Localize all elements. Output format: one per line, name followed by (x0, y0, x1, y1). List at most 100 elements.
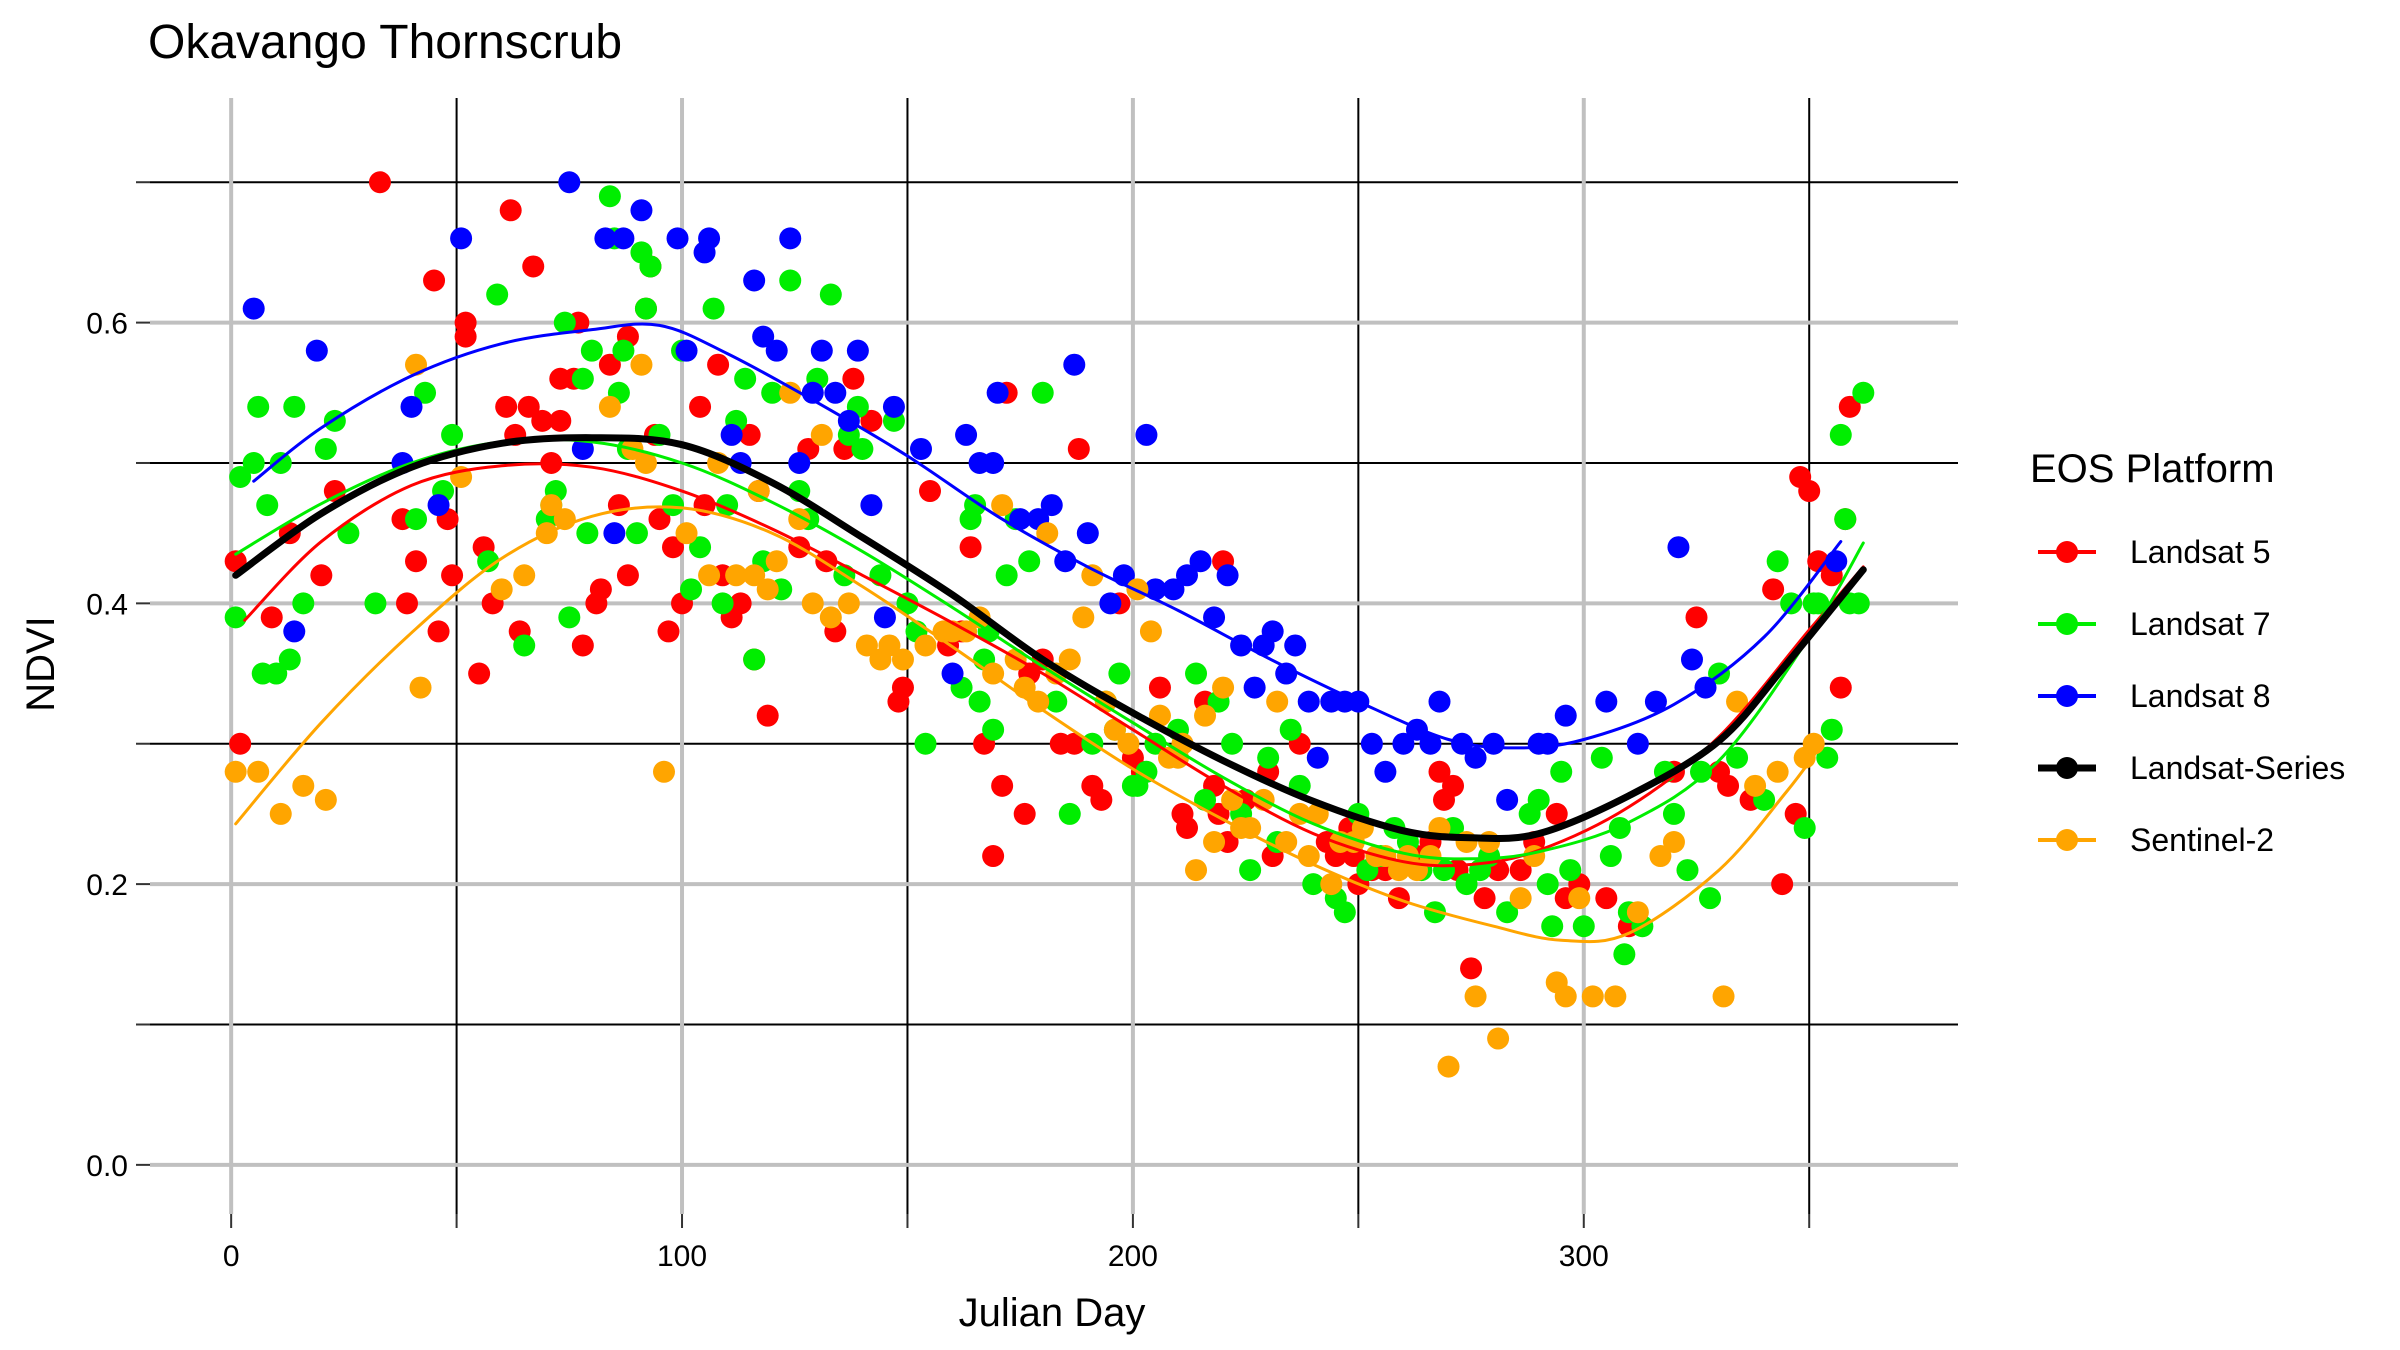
point-landsat-8 (1063, 353, 1086, 376)
legend-label: Landsat 5 (2130, 534, 2271, 570)
point-sentinel-2 (1712, 985, 1735, 1008)
x-axis-label: Julian Day (959, 1291, 1146, 1335)
point-landsat-8 (986, 381, 1009, 404)
point-landsat-5 (571, 634, 594, 657)
point-sentinel-2 (1266, 690, 1289, 713)
point-landsat-7 (1496, 901, 1519, 924)
point-landsat-7 (1793, 816, 1816, 839)
point-landsat-7 (1239, 859, 1262, 882)
point-sentinel-2 (490, 578, 513, 601)
point-landsat-7 (1807, 592, 1830, 615)
point-sentinel-2 (1027, 690, 1050, 713)
point-landsat-8 (810, 339, 833, 362)
point-landsat-8 (305, 339, 328, 362)
point-landsat-5 (1829, 676, 1852, 699)
point-sentinel-2 (630, 353, 653, 376)
point-landsat-8 (450, 227, 473, 250)
point-landsat-7 (486, 283, 509, 306)
point-sentinel-2 (1297, 845, 1320, 868)
point-landsat-8 (1825, 550, 1848, 573)
point-landsat-7 (1536, 873, 1559, 896)
point-landsat-7 (256, 494, 279, 517)
point-landsat-7 (1599, 845, 1622, 868)
point-landsat-5 (891, 676, 914, 699)
point-landsat-7 (1699, 887, 1722, 910)
point-landsat-7 (571, 367, 594, 390)
point-landsat-8 (779, 227, 802, 250)
point-sentinel-2 (1239, 816, 1262, 839)
point-landsat-7 (1185, 662, 1208, 685)
point-landsat-5 (441, 564, 464, 587)
point-sentinel-2 (991, 494, 1014, 517)
point-landsat-8 (955, 423, 978, 446)
point-sentinel-2 (891, 648, 914, 671)
point-landsat-7 (364, 592, 387, 615)
point-landsat-8 (558, 171, 581, 194)
point-landsat-8 (846, 339, 869, 362)
point-landsat-7 (851, 437, 874, 460)
legend-item-sentinel-2: Sentinel-2 (2038, 822, 2274, 858)
point-landsat-7 (743, 648, 766, 671)
point-landsat-7 (1279, 718, 1302, 741)
point-landsat-7 (1135, 760, 1158, 783)
point-sentinel-2 (779, 381, 802, 404)
point-landsat-8 (1360, 732, 1383, 755)
point-landsat-8 (1554, 704, 1577, 727)
point-landsat-7 (1820, 718, 1843, 741)
point-sentinel-2 (1726, 690, 1749, 713)
legend-key-marker (2056, 685, 2078, 707)
point-sentinel-2 (292, 774, 315, 797)
point-landsat-7 (229, 466, 252, 489)
point-landsat-7 (968, 690, 991, 713)
point-landsat-7 (1847, 592, 1870, 615)
point-landsat-7 (734, 367, 757, 390)
point-landsat-7 (265, 662, 288, 685)
point-sentinel-2 (1464, 985, 1487, 1008)
point-landsat-7 (337, 522, 360, 545)
point-landsat-5 (224, 550, 247, 573)
point-sentinel-2 (1568, 887, 1591, 910)
point-landsat-7 (1834, 508, 1857, 531)
point-landsat-5 (1798, 480, 1821, 503)
point-landsat-8 (1275, 662, 1298, 685)
point-landsat-5 (1176, 816, 1199, 839)
point-landsat-8 (788, 451, 811, 474)
point-sentinel-2 (698, 564, 721, 587)
legend: EOS Platform Landsat 5 Landsat 7 Landsat 8… (2030, 447, 2345, 858)
point-landsat-7 (1559, 859, 1582, 882)
point-landsat-8 (1176, 564, 1199, 587)
point-landsat-5 (982, 845, 1005, 868)
point-landsat-5 (495, 395, 518, 418)
point-landsat-8 (242, 297, 265, 320)
point-sentinel-2 (801, 592, 824, 615)
point-landsat-5 (738, 423, 761, 446)
x-tick-label: 300 (1559, 1240, 1609, 1273)
point-landsat-7 (1302, 873, 1325, 896)
point-landsat-5 (1067, 437, 1090, 460)
point-sentinel-2 (914, 634, 937, 657)
point-landsat-8 (1135, 423, 1158, 446)
point-landsat-5 (689, 395, 712, 418)
point-landsat-7 (1221, 732, 1244, 755)
point-landsat-7 (242, 451, 265, 474)
point-sentinel-2 (855, 634, 878, 657)
axes: 0 100 200 300 0.0 0.2 0.4 0.6 (86, 181, 1811, 1273)
curve-landsat-5 (243, 462, 1865, 868)
point-landsat-8 (1680, 648, 1703, 671)
point-landsat-5 (499, 199, 522, 222)
point-landsat-8 (1261, 620, 1284, 643)
point-landsat-8 (873, 606, 896, 629)
legend-label: Sentinel-2 (2130, 822, 2274, 858)
point-sentinel-2 (837, 592, 860, 615)
point-landsat-7 (779, 269, 802, 292)
point-landsat-7 (224, 606, 247, 629)
point-sentinel-2 (725, 564, 748, 587)
legend-key-marker (2056, 613, 2078, 635)
point-landsat-8 (1428, 690, 1451, 713)
point-sentinel-2 (743, 564, 766, 587)
point-sentinel-2 (878, 634, 901, 657)
point-sentinel-2 (1626, 901, 1649, 924)
point-sentinel-2 (1072, 606, 1095, 629)
legend-key-marker (2056, 757, 2078, 779)
